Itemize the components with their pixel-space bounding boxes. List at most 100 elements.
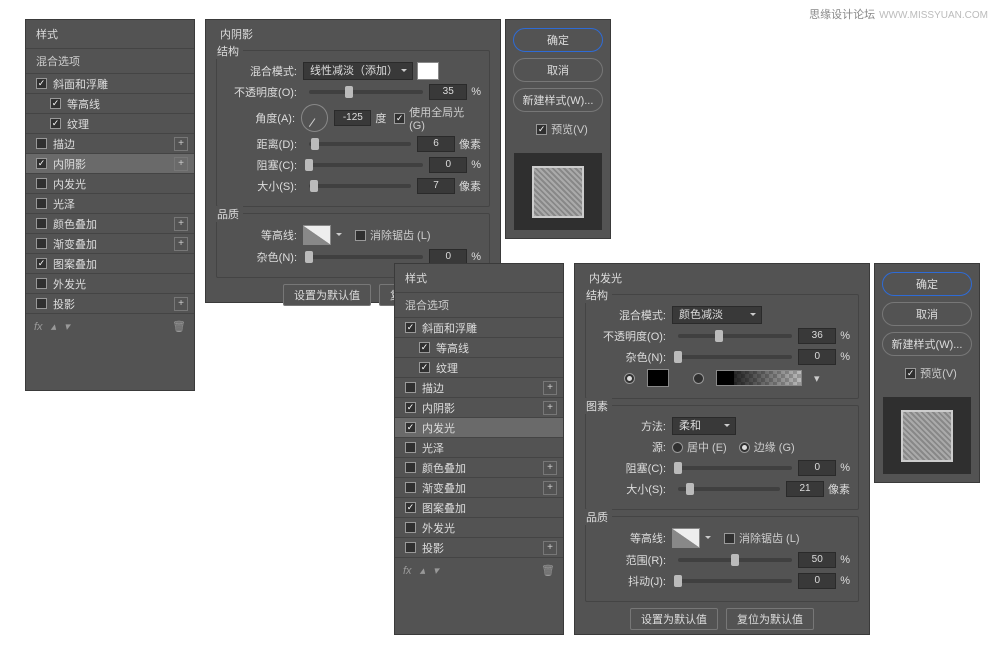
contour-picker[interactable] bbox=[672, 528, 700, 548]
style-item[interactable]: 内发光 bbox=[26, 173, 194, 193]
distance-slider[interactable] bbox=[309, 142, 411, 146]
blend-mode-select[interactable]: 线性减淡（添加） bbox=[303, 62, 413, 80]
jitter-input[interactable]: 0 bbox=[798, 573, 836, 589]
noise-slider[interactable] bbox=[678, 355, 792, 359]
style-item[interactable]: 描边+ bbox=[26, 133, 194, 153]
add-effect-icon[interactable]: + bbox=[174, 237, 188, 251]
style-item[interactable]: 描边+ bbox=[395, 377, 563, 397]
noise-input[interactable]: 0 bbox=[429, 249, 467, 265]
color-radio[interactable] bbox=[624, 373, 635, 384]
preview-checkbox[interactable] bbox=[536, 124, 547, 135]
noise-slider[interactable] bbox=[309, 255, 423, 259]
new-style-button[interactable]: 新建样式(W)... bbox=[513, 88, 603, 112]
fx-icon[interactable]: fx bbox=[403, 565, 412, 577]
style-item[interactable]: 颜色叠加+ bbox=[26, 213, 194, 233]
add-effect-icon[interactable]: + bbox=[174, 157, 188, 171]
reset-button[interactable]: 复位为默认值 bbox=[726, 608, 814, 630]
style-checkbox[interactable] bbox=[405, 322, 416, 333]
choke-input[interactable]: 0 bbox=[429, 157, 467, 173]
add-effect-icon[interactable]: + bbox=[174, 137, 188, 151]
add-effect-icon[interactable]: + bbox=[543, 461, 557, 475]
gradient-radio[interactable] bbox=[693, 373, 704, 384]
style-checkbox[interactable] bbox=[419, 342, 430, 353]
style-item[interactable]: 外发光 bbox=[26, 273, 194, 293]
blend-options-header[interactable]: 混合选项 bbox=[26, 49, 194, 73]
style-checkbox[interactable] bbox=[50, 98, 61, 109]
size-slider[interactable] bbox=[309, 184, 411, 188]
anti-alias-checkbox[interactable] bbox=[355, 230, 366, 241]
angle-input[interactable]: -125 bbox=[334, 110, 371, 126]
style-checkbox[interactable] bbox=[405, 442, 416, 453]
style-checkbox[interactable] bbox=[36, 198, 47, 209]
size-input[interactable]: 21 bbox=[786, 481, 824, 497]
noise-input[interactable]: 0 bbox=[798, 349, 836, 365]
up-icon[interactable]: ▴ bbox=[420, 564, 426, 577]
make-default-button[interactable]: 设置为默认值 bbox=[630, 608, 718, 630]
style-checkbox[interactable] bbox=[405, 502, 416, 513]
range-slider[interactable] bbox=[678, 558, 792, 562]
style-item[interactable]: 光泽 bbox=[26, 193, 194, 213]
style-checkbox[interactable] bbox=[405, 482, 416, 493]
style-checkbox[interactable] bbox=[36, 258, 47, 269]
style-item[interactable]: 斜面和浮雕 bbox=[26, 73, 194, 93]
style-item[interactable]: 等高线 bbox=[26, 93, 194, 113]
style-item[interactable]: 投影+ bbox=[26, 293, 194, 313]
color-swatch[interactable] bbox=[417, 62, 439, 80]
style-checkbox[interactable] bbox=[36, 298, 47, 309]
style-checkbox[interactable] bbox=[36, 78, 47, 89]
style-checkbox[interactable] bbox=[405, 462, 416, 473]
style-item[interactable]: 外发光 bbox=[395, 517, 563, 537]
make-default-button[interactable]: 设置为默认值 bbox=[283, 284, 371, 306]
down-icon[interactable]: ▾ bbox=[433, 564, 439, 577]
style-item[interactable]: 光泽 bbox=[395, 437, 563, 457]
style-item[interactable]: 图案叠加 bbox=[26, 253, 194, 273]
style-item[interactable]: 等高线 bbox=[395, 337, 563, 357]
add-effect-icon[interactable]: + bbox=[543, 381, 557, 395]
use-global-light-checkbox[interactable] bbox=[394, 113, 405, 124]
style-item[interactable]: 投影+ bbox=[395, 537, 563, 557]
style-item[interactable]: 纹理 bbox=[395, 357, 563, 377]
style-checkbox[interactable] bbox=[405, 522, 416, 533]
distance-input[interactable]: 6 bbox=[417, 136, 455, 152]
new-style-button[interactable]: 新建样式(W)... bbox=[882, 332, 972, 356]
style-checkbox[interactable] bbox=[419, 362, 430, 373]
ok-button[interactable]: 确定 bbox=[882, 272, 972, 296]
gradient-picker[interactable] bbox=[716, 370, 802, 386]
style-checkbox[interactable] bbox=[36, 278, 47, 289]
cancel-button[interactable]: 取消 bbox=[882, 302, 972, 326]
choke-slider[interactable] bbox=[678, 466, 792, 470]
add-effect-icon[interactable]: + bbox=[543, 541, 557, 555]
solid-color-swatch[interactable] bbox=[647, 369, 669, 387]
style-checkbox[interactable] bbox=[405, 402, 416, 413]
opacity-slider[interactable] bbox=[678, 334, 792, 338]
add-effect-icon[interactable]: + bbox=[543, 401, 557, 415]
down-icon[interactable]: ▾ bbox=[64, 320, 70, 333]
style-checkbox[interactable] bbox=[36, 218, 47, 229]
add-effect-icon[interactable]: + bbox=[543, 481, 557, 495]
style-item[interactable]: 渐变叠加+ bbox=[26, 233, 194, 253]
trash-icon[interactable]: 🗑 bbox=[541, 564, 555, 577]
method-select[interactable]: 柔和 bbox=[672, 417, 736, 435]
size-slider[interactable] bbox=[678, 487, 780, 491]
add-effect-icon[interactable]: + bbox=[174, 217, 188, 231]
style-checkbox[interactable] bbox=[405, 542, 416, 553]
anti-alias-checkbox[interactable] bbox=[724, 533, 735, 544]
style-checkbox[interactable] bbox=[50, 118, 61, 129]
style-item[interactable]: 斜面和浮雕 bbox=[395, 317, 563, 337]
fx-icon[interactable]: fx bbox=[34, 321, 43, 333]
style-checkbox[interactable] bbox=[36, 158, 47, 169]
opacity-input[interactable]: 36 bbox=[798, 328, 836, 344]
blend-mode-select[interactable]: 颜色减淡 bbox=[672, 306, 762, 324]
angle-dial[interactable] bbox=[301, 104, 328, 132]
contour-picker[interactable] bbox=[303, 225, 331, 245]
style-item[interactable]: 渐变叠加+ bbox=[395, 477, 563, 497]
style-item[interactable]: 内阴影+ bbox=[26, 153, 194, 173]
opacity-slider[interactable] bbox=[309, 90, 423, 94]
style-checkbox[interactable] bbox=[36, 178, 47, 189]
style-item[interactable]: 图案叠加 bbox=[395, 497, 563, 517]
jitter-slider[interactable] bbox=[678, 579, 792, 583]
blend-options-header[interactable]: 混合选项 bbox=[395, 293, 563, 317]
ok-button[interactable]: 确定 bbox=[513, 28, 603, 52]
source-center-radio[interactable] bbox=[672, 442, 683, 453]
cancel-button[interactable]: 取消 bbox=[513, 58, 603, 82]
